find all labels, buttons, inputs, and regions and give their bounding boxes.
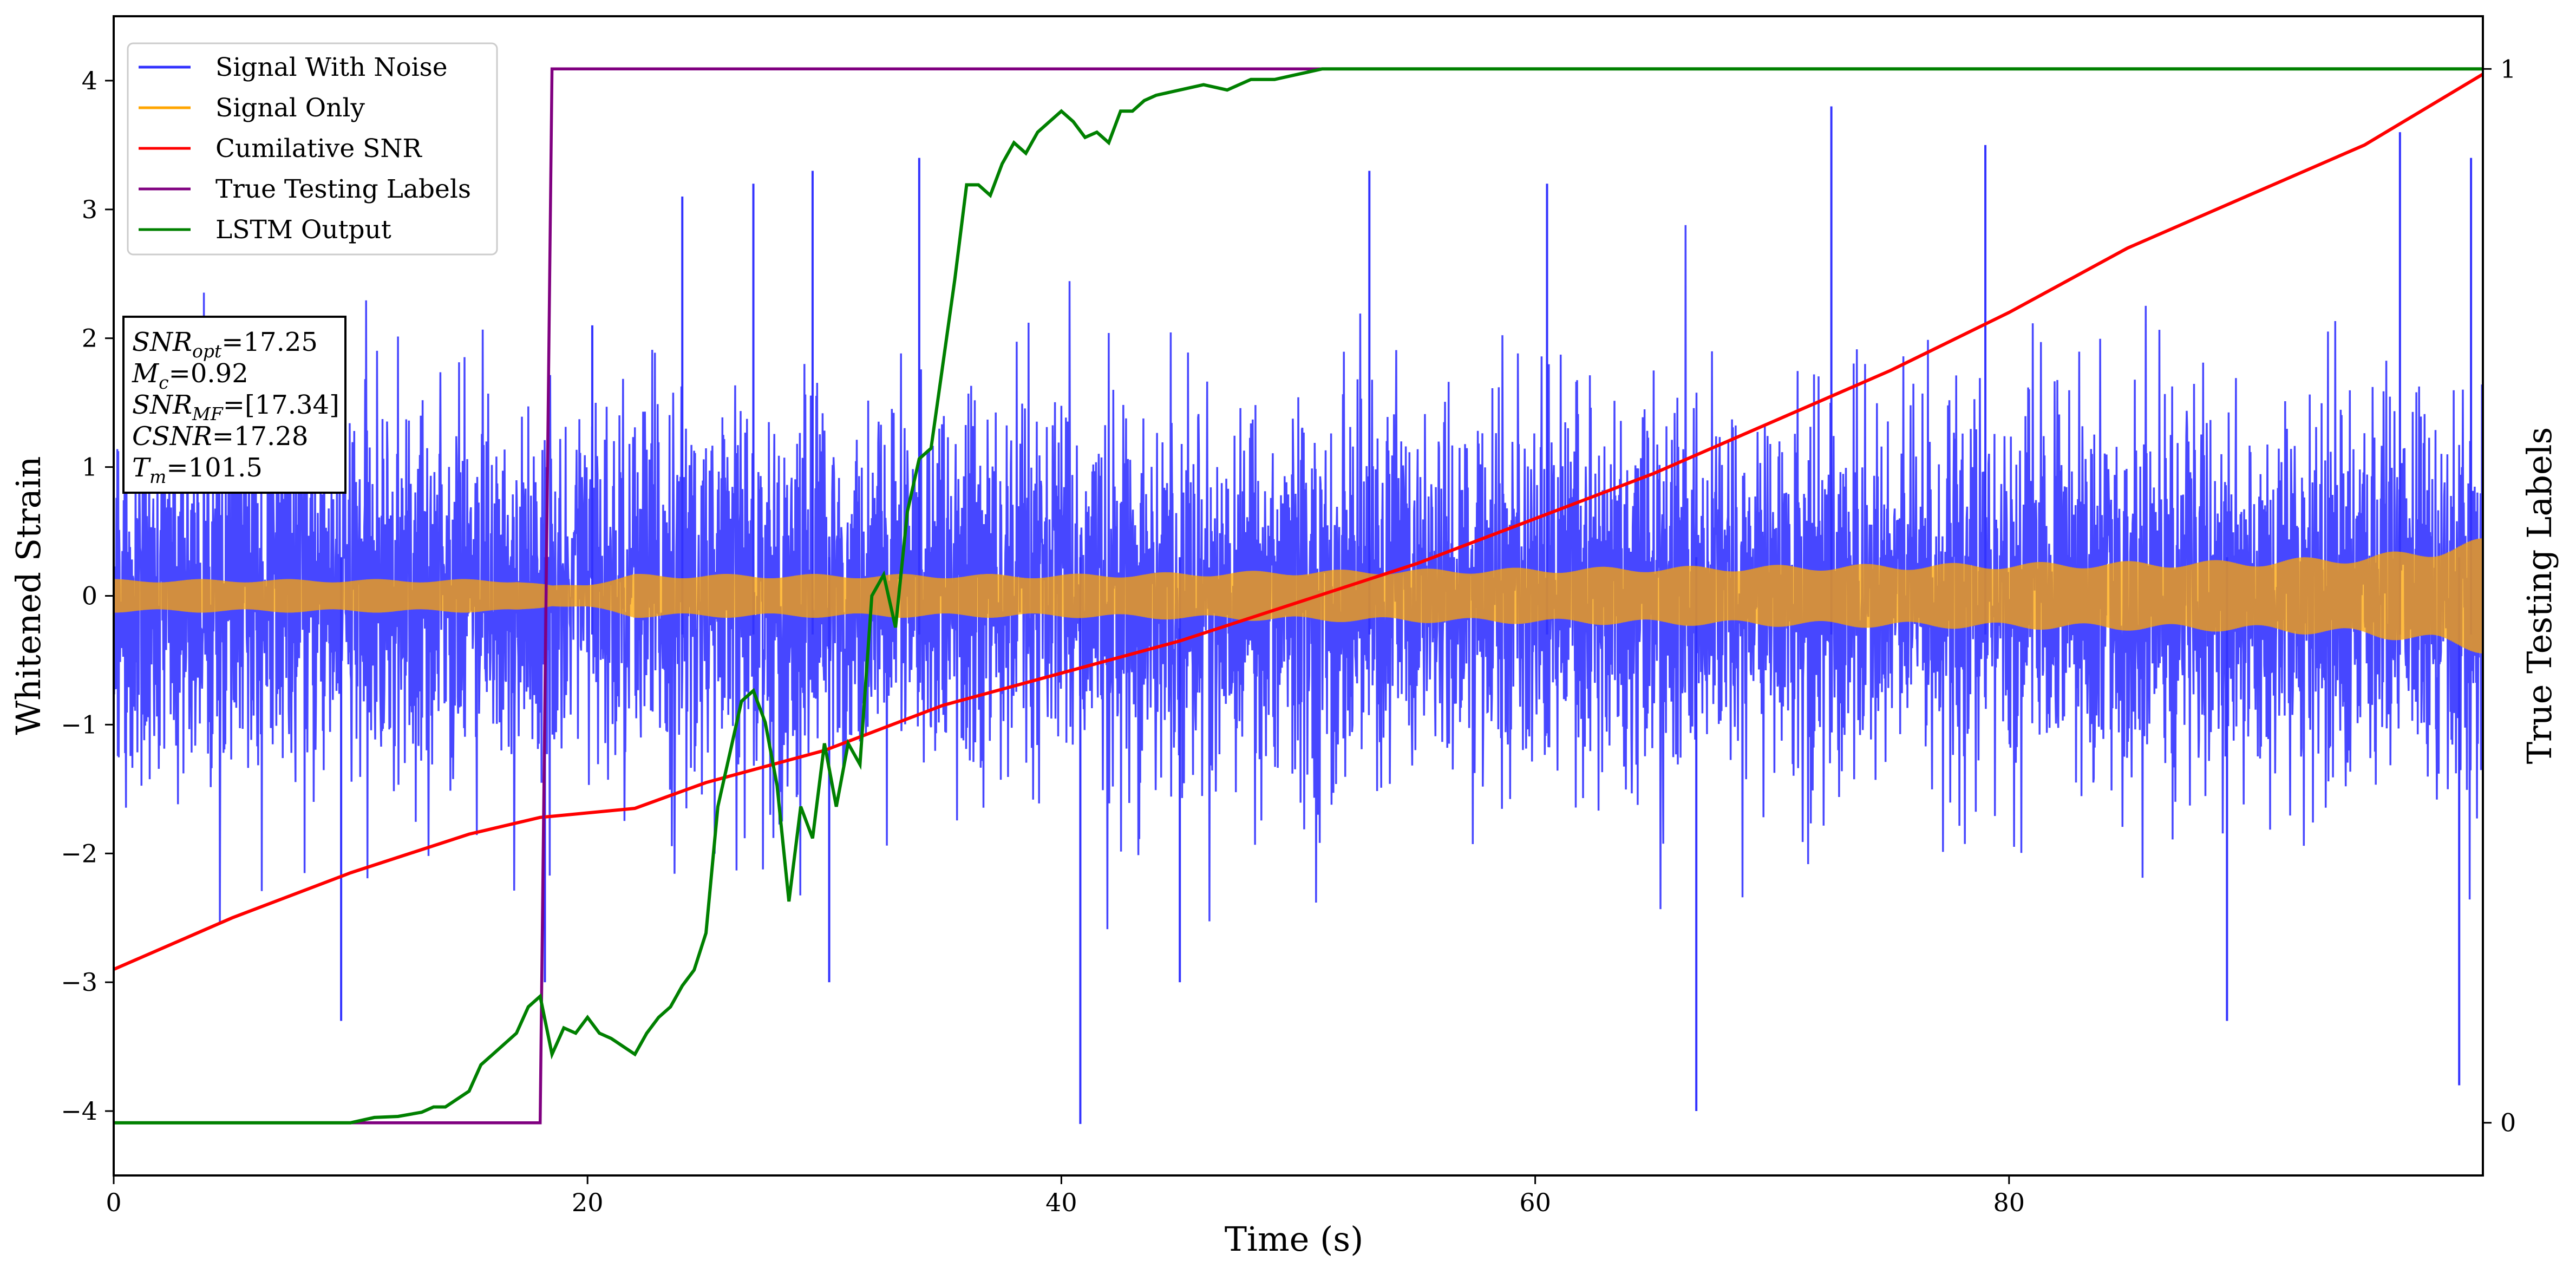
annotation-line-4: Tm=101.5 bbox=[132, 453, 263, 487]
x-tick-label: 80 bbox=[1993, 1188, 2025, 1217]
legend-label-1: Signal Only bbox=[215, 93, 365, 123]
legend-label-0: Signal With Noise bbox=[215, 53, 448, 82]
x-tick-label: 60 bbox=[1519, 1188, 1551, 1217]
y-tick-label: 3 bbox=[82, 195, 97, 224]
annotation-box bbox=[122, 316, 346, 494]
y-tick-label: −1 bbox=[61, 710, 97, 739]
lstm-output-line bbox=[114, 67, 2483, 1125]
annotation-line-0: SNRopt=17.25 bbox=[132, 327, 318, 362]
y-tick-label: 2 bbox=[82, 324, 97, 353]
y-tick-label: −3 bbox=[61, 968, 97, 997]
x-tick-label: 40 bbox=[1045, 1188, 1077, 1217]
y-tick-label: −4 bbox=[61, 1096, 97, 1126]
y-tick-label: 0 bbox=[82, 582, 97, 611]
legend-label-4: LSTM Output bbox=[215, 215, 391, 245]
y2-axis-title: True Testing Labels bbox=[2520, 427, 2559, 765]
y-tick-label: −2 bbox=[61, 839, 97, 868]
legend-label-2: Cumilative SNR bbox=[215, 134, 422, 164]
x-tick-label: 0 bbox=[106, 1188, 121, 1217]
annotation-line-1: Mc=0.92 bbox=[132, 358, 249, 393]
y-tick-label: 4 bbox=[82, 66, 97, 95]
signal-with-noise-line bbox=[114, 225, 2483, 930]
legend-label-3: True Testing Labels bbox=[215, 174, 471, 204]
series-lines bbox=[114, 67, 2483, 1125]
y2-tick-label: 1 bbox=[2500, 54, 2516, 83]
legend: Signal With Noise Signal Only Cumilative S… bbox=[127, 42, 498, 256]
cumilative-snr-line bbox=[114, 73, 2483, 971]
x-tick-label: 20 bbox=[572, 1188, 604, 1217]
signal-only-line bbox=[114, 538, 2483, 654]
y-axis-title: Whitened Strain bbox=[9, 456, 48, 735]
annotation-line-2: SNRMF=[17.34] bbox=[132, 390, 339, 424]
x-axis-title: Time (s) bbox=[1225, 1219, 1364, 1259]
stats-annotation: SNRopt=17.25Mc=0.92SNRMF=[17.34]CSNR=17.… bbox=[122, 316, 346, 494]
annotation-line-3: CSNR=17.28 bbox=[132, 421, 308, 452]
y-tick-label: 1 bbox=[82, 453, 97, 482]
series-signal-with-noise bbox=[114, 106, 2483, 1124]
y2-tick-label: 0 bbox=[2500, 1108, 2516, 1138]
series-signal-only bbox=[114, 538, 2483, 654]
legend-box bbox=[127, 42, 498, 256]
